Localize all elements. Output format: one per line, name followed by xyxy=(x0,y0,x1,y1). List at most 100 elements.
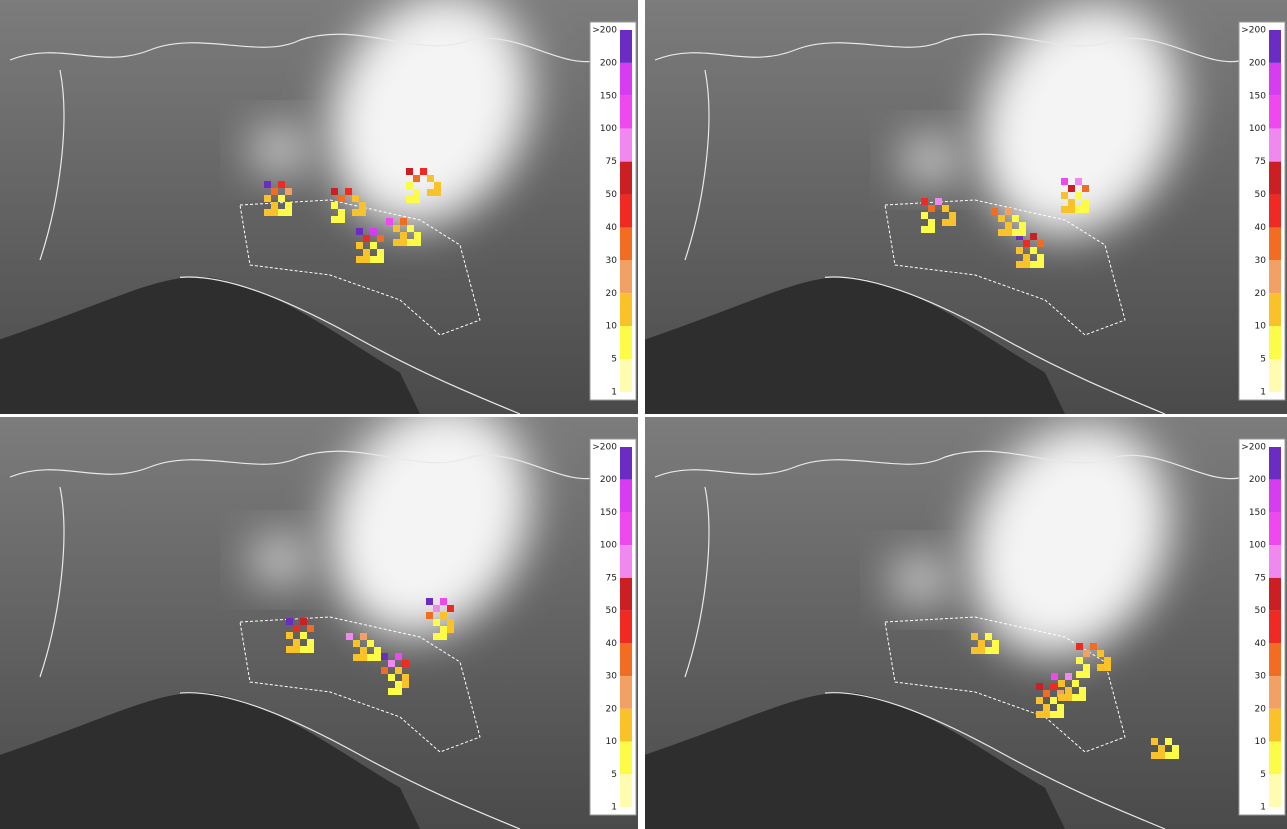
lightning-cell xyxy=(1090,643,1097,650)
map-grid: >20020015010075504030201051>200200150100… xyxy=(0,0,1287,829)
lightning-cell xyxy=(1019,222,1026,229)
lightning-cell xyxy=(1065,687,1072,694)
lightning-cell xyxy=(388,660,395,667)
lightning-cell xyxy=(374,654,381,661)
lightning-cell xyxy=(352,209,359,216)
colorbar-swatch xyxy=(620,293,632,326)
lightning-cell xyxy=(338,216,345,223)
lightning-cell xyxy=(414,232,421,239)
colorbar-label: 100 xyxy=(1249,541,1266,551)
lightning-cell xyxy=(1016,247,1023,254)
colorbar-label: 100 xyxy=(1249,124,1266,134)
colorbar-label: 1 xyxy=(1260,803,1266,813)
lightning-cell xyxy=(300,646,307,653)
lightning-cell xyxy=(1023,240,1030,247)
colorbar-swatch xyxy=(620,578,632,611)
lightning-cell xyxy=(935,198,942,205)
colorbar-label: 20 xyxy=(606,704,618,714)
colorbar-swatch xyxy=(1269,326,1281,359)
colorbar-swatch xyxy=(1269,676,1281,709)
lightning-cell xyxy=(338,195,345,202)
lightning-cell xyxy=(1097,664,1104,671)
lightning-cell xyxy=(1082,185,1089,192)
lightning-cell xyxy=(1075,178,1082,185)
lightning-cell xyxy=(406,182,413,189)
colorbar-label: 150 xyxy=(600,91,617,101)
colorbar-swatch xyxy=(1269,611,1281,644)
colorbar-swatch xyxy=(620,227,632,260)
lightning-cell xyxy=(1057,711,1064,718)
lightning-cell xyxy=(307,646,314,653)
colorbar-swatch xyxy=(1269,162,1281,195)
lightning-cell xyxy=(360,654,367,661)
colorbar-label: 5 xyxy=(1260,770,1266,780)
lightning-cell xyxy=(1030,261,1037,268)
lightning-cell xyxy=(374,647,381,654)
colorbar-label: 10 xyxy=(606,737,618,747)
colorbar-label: 5 xyxy=(611,355,617,365)
lightning-cell xyxy=(1058,680,1065,687)
lightning-cell xyxy=(434,189,441,196)
colorbar-swatch xyxy=(620,447,632,480)
colorbar-label: 75 xyxy=(1255,157,1266,167)
lightning-cell xyxy=(427,189,434,196)
lightning-cell xyxy=(293,646,300,653)
colorbar-label: 10 xyxy=(1255,322,1267,332)
colorbar-label: 30 xyxy=(1255,672,1267,682)
lightning-cell xyxy=(285,188,292,195)
lightning-cell xyxy=(985,647,992,654)
colorbar-swatch xyxy=(1269,774,1281,807)
colorbar-swatch xyxy=(1269,30,1281,63)
lightning-cell xyxy=(985,633,992,640)
lightning-cell xyxy=(264,195,271,202)
lightning-cell xyxy=(921,198,928,205)
lightning-cell xyxy=(1023,254,1030,261)
colorbar-label: 5 xyxy=(1260,355,1266,365)
lightning-cell xyxy=(1005,229,1012,236)
colorbar-label: >200 xyxy=(592,26,617,36)
lightning-cell xyxy=(433,619,440,626)
lightning-cell xyxy=(413,189,420,196)
lightning-cell xyxy=(278,181,285,188)
colorbar-label: 75 xyxy=(1255,573,1266,583)
lightning-cell xyxy=(381,667,388,674)
lightning-cell xyxy=(1068,206,1075,213)
lightning-cell xyxy=(1061,206,1068,213)
lightning-cell xyxy=(395,688,402,695)
lightning-cell xyxy=(338,209,345,216)
lightning-cell xyxy=(1072,680,1079,687)
lightning-cell xyxy=(367,640,374,647)
satellite-panel: >20020015010075504030201051 xyxy=(0,417,638,829)
lightning-cell xyxy=(1050,711,1057,718)
lightning-cell xyxy=(1165,738,1172,745)
lightning-cell xyxy=(1172,752,1179,759)
lightning-cell xyxy=(286,618,293,625)
lightning-cell xyxy=(1076,657,1083,664)
lightning-cell xyxy=(1065,673,1072,680)
colorbar-swatch xyxy=(620,129,632,162)
lightning-cell xyxy=(363,235,370,242)
lightning-cell xyxy=(1036,697,1043,704)
colorbar-swatch xyxy=(1269,293,1281,326)
lightning-cell xyxy=(360,647,367,654)
colorbar-swatch xyxy=(620,30,632,63)
lightning-cell xyxy=(949,219,956,226)
colorbar-swatch xyxy=(620,359,632,392)
lightning-cell xyxy=(1037,240,1044,247)
lightning-cell xyxy=(1151,752,1158,759)
lightning-cell xyxy=(1012,229,1019,236)
lightning-cell xyxy=(1043,711,1050,718)
lightning-cell xyxy=(393,225,400,232)
lightning-cell xyxy=(998,215,1005,222)
lightning-cell xyxy=(300,618,307,625)
lightning-cell xyxy=(400,239,407,246)
lightning-cell xyxy=(377,249,384,256)
lightning-cell xyxy=(1068,185,1075,192)
colorbar-swatch xyxy=(1269,578,1281,611)
lightning-cell xyxy=(353,654,360,661)
lightning-cell xyxy=(356,256,363,263)
lightning-cell xyxy=(331,202,338,209)
lightning-cell xyxy=(1158,745,1165,752)
colorbar-label: 1 xyxy=(611,388,617,398)
